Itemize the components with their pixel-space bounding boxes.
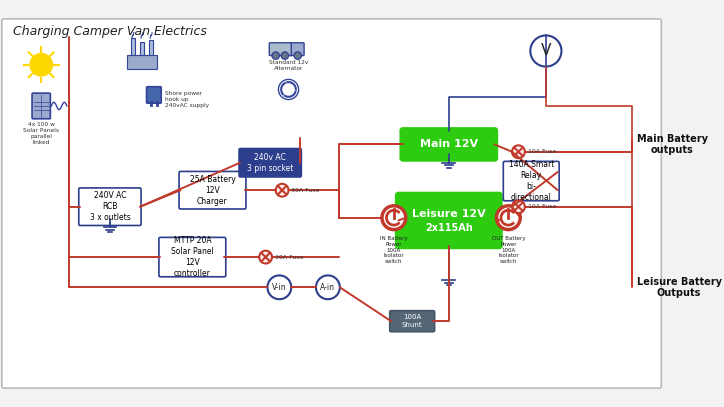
Text: MTTP 20A
Solar Panel
12V
controller: MTTP 20A Solar Panel 12V controller bbox=[171, 236, 214, 278]
Circle shape bbox=[294, 52, 301, 59]
Text: Main 12V: Main 12V bbox=[420, 140, 478, 149]
Circle shape bbox=[512, 145, 525, 158]
Text: 10A Fuse: 10A Fuse bbox=[528, 149, 556, 154]
Circle shape bbox=[272, 52, 279, 59]
Text: Leisure Battery
Outputs: Leisure Battery Outputs bbox=[636, 276, 722, 298]
FancyBboxPatch shape bbox=[239, 149, 301, 177]
FancyBboxPatch shape bbox=[390, 311, 434, 332]
Circle shape bbox=[281, 52, 289, 59]
Text: 25A Battery
12V
Charger: 25A Battery 12V Charger bbox=[190, 175, 235, 206]
Text: Standard 12v
Alternator: Standard 12v Alternator bbox=[269, 60, 308, 71]
Bar bbox=[140, 42, 144, 55]
FancyBboxPatch shape bbox=[397, 193, 501, 247]
FancyBboxPatch shape bbox=[32, 93, 51, 119]
Bar bbox=[149, 40, 153, 55]
Text: IN Battery
Power
100A
Isolator
switch: IN Battery Power 100A Isolator switch bbox=[380, 236, 408, 264]
Text: 2x115Ah: 2x115Ah bbox=[425, 223, 473, 233]
Circle shape bbox=[497, 206, 521, 230]
Text: 240v AC
3 pin socket: 240v AC 3 pin socket bbox=[247, 153, 293, 173]
Text: Leisure 12V: Leisure 12V bbox=[412, 209, 486, 219]
Bar bbox=[127, 55, 156, 69]
Circle shape bbox=[279, 79, 298, 100]
FancyBboxPatch shape bbox=[159, 237, 226, 277]
Circle shape bbox=[530, 35, 562, 67]
FancyBboxPatch shape bbox=[179, 171, 246, 209]
Text: 140A Smart
Relay
bi-
directional: 140A Smart Relay bi- directional bbox=[508, 160, 554, 202]
Text: 30A Fuse: 30A Fuse bbox=[275, 255, 303, 260]
Text: Main Battery
outputs: Main Battery outputs bbox=[636, 133, 707, 155]
FancyBboxPatch shape bbox=[503, 161, 559, 201]
Text: 4x 100 w
Solar Panels
parallel
linked: 4x 100 w Solar Panels parallel linked bbox=[23, 123, 59, 145]
Text: Charging Camper Van Electrics: Charging Camper Van Electrics bbox=[13, 25, 206, 38]
Circle shape bbox=[276, 184, 289, 197]
Text: Shore power
hook up
240vAC supply: Shore power hook up 240vAC supply bbox=[165, 91, 209, 108]
Text: A-in: A-in bbox=[321, 283, 335, 292]
FancyBboxPatch shape bbox=[269, 43, 291, 56]
Circle shape bbox=[316, 276, 340, 299]
FancyBboxPatch shape bbox=[146, 87, 161, 103]
Text: OUT Battery
Power
100A
Isolator
switch: OUT Battery Power 100A Isolator switch bbox=[492, 236, 525, 264]
FancyBboxPatch shape bbox=[290, 43, 304, 56]
Text: 240V AC
RCB
3 x outlets: 240V AC RCB 3 x outlets bbox=[90, 191, 130, 222]
Circle shape bbox=[29, 53, 53, 77]
Circle shape bbox=[512, 200, 525, 213]
Circle shape bbox=[267, 276, 291, 299]
Circle shape bbox=[382, 206, 405, 230]
Circle shape bbox=[259, 251, 272, 263]
Text: V-in: V-in bbox=[272, 283, 287, 292]
FancyBboxPatch shape bbox=[2, 19, 661, 388]
FancyBboxPatch shape bbox=[401, 129, 497, 160]
Bar bbox=[131, 38, 135, 55]
Text: V: V bbox=[541, 44, 551, 59]
Text: 10A Fuse: 10A Fuse bbox=[528, 204, 556, 209]
Text: 30A Fuse: 30A Fuse bbox=[291, 188, 320, 193]
Text: 100A
Shunt: 100A Shunt bbox=[402, 315, 423, 328]
FancyBboxPatch shape bbox=[79, 188, 141, 225]
